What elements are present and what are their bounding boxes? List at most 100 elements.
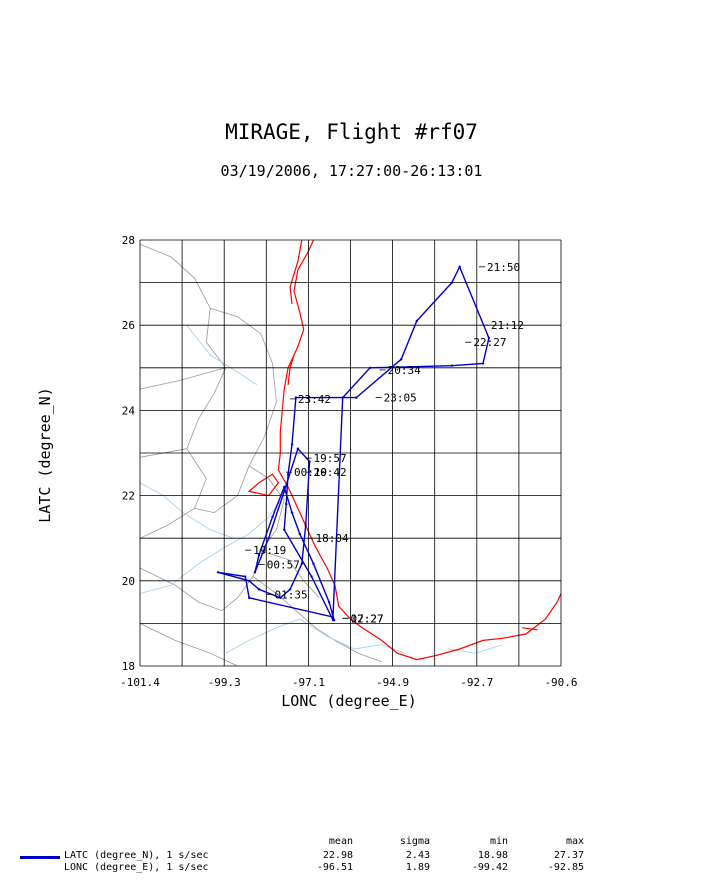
track-point xyxy=(298,532,302,536)
stats-cell: 1.89 xyxy=(405,862,430,873)
track-point xyxy=(450,281,454,284)
track-point xyxy=(290,443,294,446)
x-axis-label: LONC (degree_E) xyxy=(281,692,416,710)
time-label: 19:19 xyxy=(253,544,286,557)
axes: -101.4 -99.3 -97.1 -94.9 -92.7 -90.6 18 20 22 24 2… xyxy=(120,234,577,689)
y-tick-label: 22 xyxy=(122,490,135,503)
track-point xyxy=(308,460,311,463)
x-tick-label: -101.4 xyxy=(120,676,160,689)
track-point xyxy=(283,485,286,489)
statistics-table: mean sigma min max LATC (degree_N), 1 s/… xyxy=(0,836,703,880)
time-label: 00:19 xyxy=(294,466,327,479)
chart-title: MIRAGE, Flight #rf07 xyxy=(225,120,478,144)
time-label: 23:42 xyxy=(298,393,331,406)
track-point xyxy=(290,511,294,514)
track-point xyxy=(279,596,282,600)
track-point xyxy=(284,502,288,506)
track-point xyxy=(283,490,286,493)
stats-cell: -92.85 xyxy=(547,862,584,873)
time-label: 20:42 xyxy=(314,466,347,479)
stats-header-min: min xyxy=(489,836,508,847)
track-point xyxy=(399,358,403,361)
track-point xyxy=(267,537,270,540)
river xyxy=(447,644,503,654)
track-point xyxy=(327,600,331,604)
coastline xyxy=(247,473,280,497)
track-point xyxy=(216,571,220,574)
time-label: 21:12 xyxy=(491,319,524,332)
track-point xyxy=(355,396,358,399)
state-border xyxy=(139,367,226,390)
y-tick-label: 26 xyxy=(122,319,135,332)
track-point xyxy=(244,575,247,578)
time-label: 02:27 xyxy=(351,612,384,625)
stats-cell: 22.98 xyxy=(322,850,353,861)
stats-header-max: max xyxy=(565,836,584,847)
track-point xyxy=(300,562,303,565)
y-tick-label: 24 xyxy=(122,404,136,417)
time-label: 20:34 xyxy=(388,364,421,377)
river xyxy=(139,482,234,539)
coastline xyxy=(289,239,303,304)
river xyxy=(225,618,406,654)
coastline xyxy=(521,627,538,631)
track-point xyxy=(487,336,491,340)
track-point xyxy=(331,618,335,622)
time-label: 21:50 xyxy=(487,261,520,274)
stats-row-label: LONC (degree_E), 1 s/sec xyxy=(64,862,209,873)
track-point xyxy=(294,396,298,399)
time-label: 00:57 xyxy=(267,559,300,572)
y-axis-label: LATC (degree_N) xyxy=(36,387,54,522)
legend-line-swatch xyxy=(20,856,60,859)
track-point xyxy=(304,524,307,527)
track-point xyxy=(450,364,454,367)
stats-cell: -96.51 xyxy=(316,862,353,873)
track-point xyxy=(257,554,261,557)
chart-subtitle: 03/19/2006, 17:27:00-26:13:01 xyxy=(220,162,483,180)
x-tick-label: -94.9 xyxy=(376,676,409,689)
time-label: 18:04 xyxy=(315,532,348,545)
track-point xyxy=(296,447,300,450)
track-point xyxy=(253,571,257,574)
stats-cell: -99.42 xyxy=(471,862,508,873)
track-point xyxy=(288,588,292,591)
stats-cell: 18.98 xyxy=(477,850,508,861)
track-point xyxy=(415,319,418,323)
stats-header-mean: mean xyxy=(328,836,353,847)
state-border xyxy=(252,576,382,663)
track-point xyxy=(368,366,372,369)
track-point xyxy=(481,362,485,365)
track-point xyxy=(310,575,313,578)
track-point xyxy=(312,562,315,565)
time-label: 19:57 xyxy=(314,452,347,465)
stats-cell: 27.37 xyxy=(553,850,584,861)
y-tick-label: 18 xyxy=(122,660,135,673)
x-tick-label: -90.6 xyxy=(544,676,577,689)
track-point xyxy=(341,396,344,399)
grid xyxy=(139,239,562,667)
track-point xyxy=(257,588,261,591)
track-point xyxy=(283,528,286,531)
state-border xyxy=(260,550,320,599)
flight-track-plot: 21:50 21:12 22:27 20:34 23:05 23:42 19:5700:19… xyxy=(36,234,578,710)
x-tick-label: -97.1 xyxy=(292,676,325,689)
stats-row-label: LATC (degree_N), 1 s/sec xyxy=(64,850,209,861)
time-label: 22:27 xyxy=(473,336,506,349)
track-layer xyxy=(216,265,491,622)
time-label: 23:05 xyxy=(384,392,417,405)
coastline xyxy=(287,354,295,385)
y-tick-label: 28 xyxy=(122,234,135,247)
track-point xyxy=(286,473,290,476)
track-point xyxy=(271,515,274,519)
time-label: 01:35 xyxy=(275,588,308,601)
stats-cell: 2.43 xyxy=(405,850,430,861)
track-point xyxy=(458,265,461,269)
time-label: 17:27 xyxy=(351,612,384,625)
flight-track-line xyxy=(217,265,490,621)
x-tick-label: -99.3 xyxy=(208,676,241,689)
river xyxy=(139,495,285,595)
track-point xyxy=(331,615,335,619)
stats-header-sigma: sigma xyxy=(399,836,430,847)
state-border xyxy=(139,623,238,667)
x-tick-label: -92.7 xyxy=(460,676,493,689)
